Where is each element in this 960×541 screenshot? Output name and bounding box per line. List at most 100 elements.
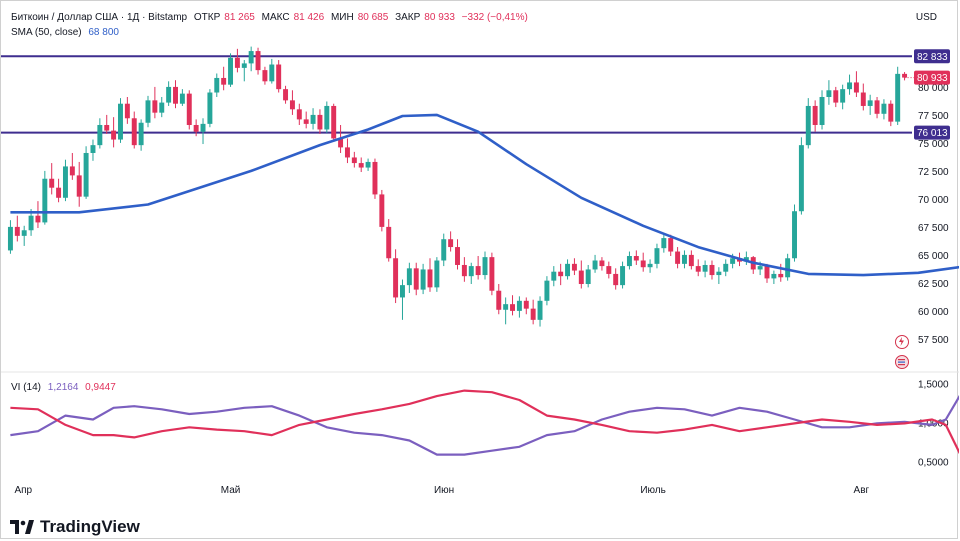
high-value: 81 426 bbox=[293, 12, 325, 23]
candle-body bbox=[83, 152, 89, 197]
candle-body bbox=[358, 163, 364, 168]
level-tag bbox=[914, 49, 950, 64]
vi-plus-line bbox=[10, 395, 959, 456]
candle-body bbox=[35, 215, 41, 223]
candle-body bbox=[159, 102, 165, 113]
candle-body bbox=[131, 118, 137, 146]
candle-body bbox=[702, 264, 708, 272]
candle-body bbox=[166, 86, 172, 103]
candle-body bbox=[241, 63, 247, 68]
candle-body bbox=[186, 93, 192, 125]
candle-body bbox=[654, 248, 660, 264]
candle-body bbox=[173, 86, 178, 104]
candle-body bbox=[489, 257, 495, 291]
candle-body bbox=[324, 105, 330, 130]
candle-body bbox=[819, 96, 825, 125]
candle-body bbox=[331, 105, 337, 139]
candle-body bbox=[434, 260, 440, 288]
price-tick-label: 57 500 bbox=[918, 335, 949, 346]
candle-body bbox=[49, 178, 55, 188]
candle-body bbox=[234, 57, 240, 68]
candle-body bbox=[833, 90, 839, 103]
price-tick-label: 72 500 bbox=[918, 167, 949, 178]
ohlc-legend: Биткоин / Доллар США · 1Д · Bitstamp ОТК… bbox=[11, 12, 532, 23]
x-axis-label: Июн bbox=[434, 485, 454, 496]
vi-minus-value: 0,9447 bbox=[85, 382, 116, 393]
candle-body bbox=[255, 51, 261, 71]
candle-body bbox=[565, 263, 571, 277]
candle-body bbox=[881, 103, 887, 114]
candle-body bbox=[895, 73, 901, 122]
lightning-icon[interactable] bbox=[895, 335, 909, 349]
x-axis-label: Июль bbox=[640, 485, 666, 496]
candle-body bbox=[496, 290, 502, 310]
candle-body bbox=[530, 308, 536, 320]
candle-body bbox=[248, 51, 254, 64]
sma-legend[interactable]: SMA (50, close) 68 800 bbox=[11, 27, 123, 38]
candle-body bbox=[118, 103, 123, 140]
candle-body bbox=[812, 105, 818, 125]
candle-body bbox=[523, 300, 529, 309]
candle-body bbox=[771, 273, 777, 279]
candle-body bbox=[214, 77, 220, 93]
candle-body bbox=[228, 57, 234, 85]
candle-body bbox=[62, 166, 68, 198]
candle-body bbox=[558, 271, 564, 277]
candle-body bbox=[764, 266, 770, 279]
candle-body bbox=[76, 175, 82, 197]
candle-body bbox=[640, 260, 646, 268]
candle-body bbox=[675, 251, 681, 264]
candle-body bbox=[379, 194, 385, 227]
candle-body bbox=[393, 258, 399, 298]
candle-body bbox=[28, 215, 34, 231]
candle-body bbox=[785, 258, 791, 278]
candle-body bbox=[571, 263, 577, 271]
flag-icon[interactable] bbox=[895, 355, 909, 369]
candle-body bbox=[516, 300, 522, 311]
candle-body bbox=[805, 105, 811, 146]
candle-body bbox=[145, 100, 151, 123]
candle-body bbox=[468, 266, 474, 277]
candle-body bbox=[104, 124, 110, 131]
candle-body bbox=[716, 271, 722, 276]
candle-body bbox=[695, 266, 701, 272]
brand-name: TradingView bbox=[40, 517, 140, 536]
candle-body bbox=[544, 280, 550, 301]
price-tick-label: 70 000 bbox=[918, 195, 949, 206]
x-axis-label: Апр bbox=[14, 485, 32, 496]
candle-body bbox=[874, 100, 880, 114]
price-tick-label: 65 000 bbox=[918, 251, 949, 262]
candle-body bbox=[386, 226, 392, 259]
candle-body bbox=[709, 264, 715, 276]
candle-body bbox=[592, 260, 598, 270]
candle-body bbox=[56, 187, 62, 198]
candle-body bbox=[853, 82, 859, 93]
x-axis-label: Авг bbox=[854, 485, 870, 496]
candle-body bbox=[200, 123, 206, 132]
candle-body bbox=[606, 266, 612, 274]
symbol-title: Биткоин / Доллар США · 1Д · Bitstamp bbox=[11, 12, 188, 23]
tradingview-logo[interactable]: TradingView bbox=[10, 517, 140, 537]
candle-body bbox=[585, 269, 591, 285]
candle-body bbox=[537, 300, 543, 320]
currency-label[interactable]: USD bbox=[915, 12, 937, 23]
candle-body bbox=[826, 90, 832, 97]
candle-body bbox=[551, 271, 557, 281]
close-value: 80 933 bbox=[424, 12, 455, 23]
candle-body bbox=[276, 64, 282, 90]
candle-body bbox=[283, 89, 289, 101]
candle-body bbox=[661, 238, 667, 249]
candle-body bbox=[289, 100, 295, 110]
candle-body bbox=[400, 285, 405, 298]
vi-legend[interactable]: VI (14) 1,2164 0,9447 bbox=[11, 382, 120, 393]
candle-body bbox=[620, 266, 626, 286]
candle-body bbox=[90, 145, 96, 153]
candle-body bbox=[461, 264, 467, 277]
candle-body bbox=[578, 270, 584, 285]
candle-body bbox=[406, 268, 412, 286]
level-tag-label: 82 833 bbox=[917, 52, 948, 63]
candle-body bbox=[613, 273, 619, 286]
last-price-label: 80 933 bbox=[917, 73, 948, 84]
